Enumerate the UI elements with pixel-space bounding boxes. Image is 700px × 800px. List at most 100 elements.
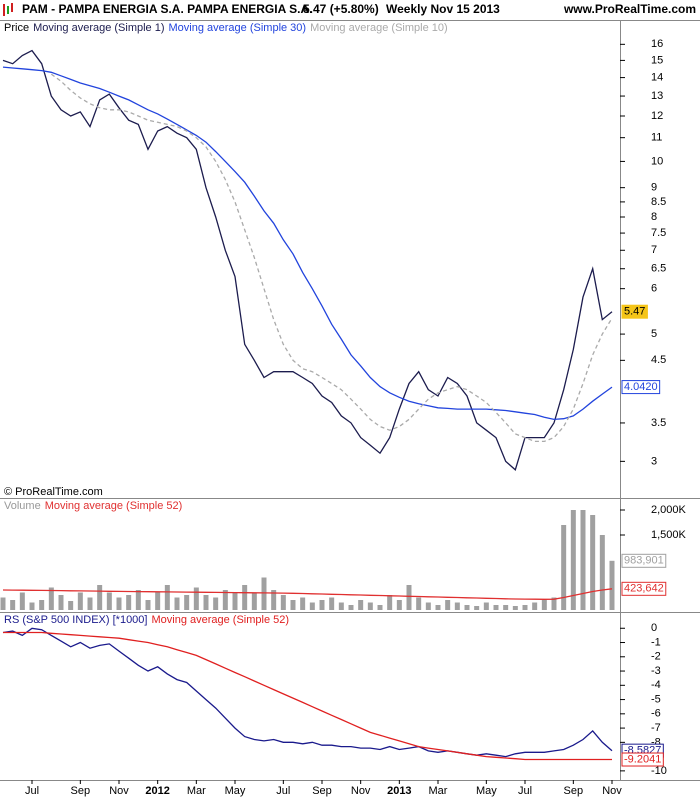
x-tick-label: Sep (312, 785, 332, 797)
volume-bar (135, 590, 141, 610)
value-tag (621, 553, 667, 568)
y-tick-label: 5 (651, 328, 657, 340)
period: Weekly Nov 15 2013 (386, 2, 500, 16)
value-tag (621, 304, 648, 319)
value-tag-label: -9.2041 (624, 753, 661, 765)
volume-bar (77, 592, 83, 610)
volume-bar (10, 600, 16, 610)
y-tick-label: -6 (651, 708, 661, 720)
legend-entry: Moving average (Simple 10) (310, 22, 448, 34)
frame (0, 20, 700, 781)
x-tick-label: Jul (276, 785, 290, 797)
x-tick-label: Sep (71, 785, 91, 797)
volume-bar (155, 592, 161, 610)
y-tick-label: 7 (651, 244, 657, 256)
volume-bar (309, 602, 315, 610)
volume-bar (358, 600, 364, 610)
volume-bar (590, 515, 596, 610)
volume-bar (503, 605, 509, 610)
y-tick-label: 2,000K (651, 504, 687, 516)
y-tick-label: -10 (651, 765, 667, 777)
value-tag-label: 983,901 (624, 555, 664, 567)
y-tick-label: -2 (651, 651, 661, 663)
y-tick-label: 3 (651, 455, 657, 467)
x-tick-label: Sep (564, 785, 584, 797)
x-tick-label: May (225, 785, 246, 797)
volume-bar (609, 560, 615, 610)
volume-bar (425, 602, 431, 610)
volume-bar (367, 602, 373, 610)
value-tag (621, 581, 667, 596)
legend-entry: Moving average (Simple 30) (169, 22, 307, 34)
volume-bar (319, 600, 325, 610)
y-tick-label: 8 (651, 211, 657, 223)
header-icon (3, 3, 13, 16)
volume-bar (474, 606, 480, 610)
y-tick-label: 6.5 (651, 263, 666, 275)
volume-bar (193, 587, 199, 610)
volume-bar (416, 597, 422, 610)
volume-bar (300, 597, 306, 610)
x-tick-label: Nov (351, 785, 371, 797)
y-tick-label: -5 (651, 693, 661, 705)
volume-bar (512, 606, 518, 610)
volume-bar (87, 597, 93, 610)
legend-entry: Moving average (Simple 1) (33, 22, 164, 34)
volume-bar (39, 600, 45, 610)
y-tick-label: 3.5 (651, 417, 666, 429)
volume-bar (126, 595, 132, 610)
x-tick-label: Jul (518, 785, 532, 797)
volume-bar (483, 602, 489, 610)
volume-bar (97, 585, 103, 610)
volume-bar (338, 602, 344, 610)
y-tick-label: 9 (651, 182, 657, 194)
y-tick-label: 4.5 (651, 354, 666, 366)
y-tick-label: 14 (651, 71, 663, 83)
volume-bar (222, 590, 228, 610)
x-tick-label: Nov (602, 785, 622, 797)
volume-bar (522, 605, 528, 610)
value-tag-label: 5.47 (624, 306, 645, 318)
volume-bar (454, 602, 460, 610)
y-tick-label: -1 (651, 636, 661, 648)
value-tag-label: 4.0420 (624, 381, 658, 393)
series-line (50, 73, 613, 443)
volume-bar (464, 605, 470, 610)
series-line (3, 631, 612, 761)
y-tick-label: 13 (651, 90, 663, 102)
x-tick-label: Mar (429, 785, 448, 797)
volume-bar (174, 597, 180, 610)
volume-bar (58, 595, 64, 610)
volume-bar (19, 592, 25, 610)
volume-bar (48, 587, 54, 610)
volume-bar (377, 605, 383, 610)
volume-bar (68, 601, 74, 610)
volume-bar (561, 525, 567, 610)
volume-bar (116, 597, 122, 610)
series-line (2, 588, 613, 600)
volume-bar (532, 602, 538, 610)
x-tick-label: Nov (109, 785, 129, 797)
volume-bar (145, 600, 151, 610)
volume-bar (599, 535, 605, 610)
price-change: 5.47 (+5.80%) (303, 2, 379, 16)
volume-bar (232, 592, 238, 610)
legend-entry: Volume (4, 500, 41, 512)
volume-bar (280, 595, 286, 610)
series-line (2, 627, 613, 758)
volume-bar (106, 592, 112, 610)
value-tag (621, 380, 661, 395)
volume-bar (203, 595, 209, 610)
x-tick-label: Jul (25, 785, 39, 797)
y-tick-label: 16 (651, 38, 663, 50)
x-tick-label: May (476, 785, 497, 797)
volume-bar (435, 605, 441, 610)
y-tick-label: -4 (651, 679, 661, 691)
y-tick-label: -8 (651, 736, 661, 748)
chart-title: PAM - PAMPA ENERGIA S.A. PAMPA ENERGIA S… (22, 2, 312, 16)
x-tick-label: 2012 (145, 785, 169, 797)
y-tick-label: -3 (651, 665, 661, 677)
volume-bar (580, 510, 586, 610)
volume-bar (261, 577, 267, 610)
